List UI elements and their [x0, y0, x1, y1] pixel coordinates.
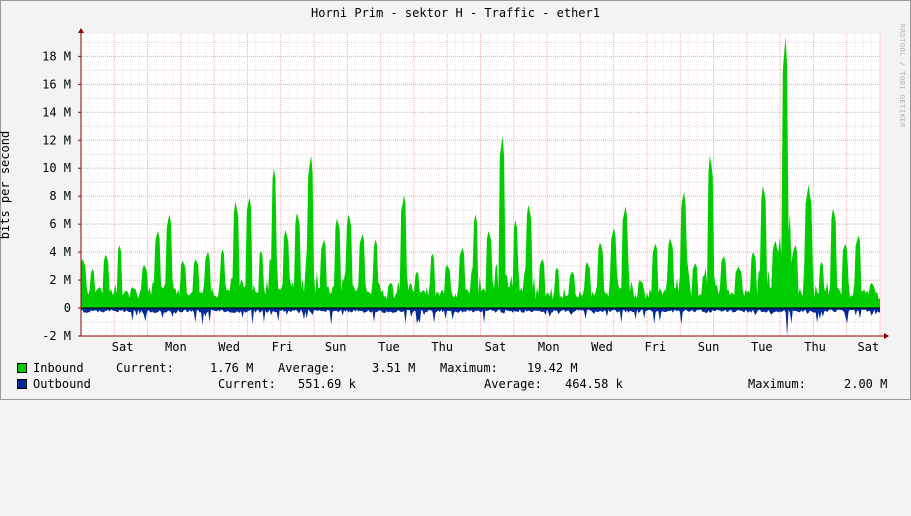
x-tick-label: Fri: [272, 340, 294, 354]
y-tick-label: 14 M: [42, 105, 71, 119]
y-tick-label: 8 M: [49, 189, 71, 203]
outbound-current-value: 551.69 k: [298, 377, 356, 391]
x-tick-label: Mon: [538, 340, 560, 354]
y-tick-label: 2 M: [49, 273, 71, 287]
inbound-swatch: [17, 363, 27, 373]
y-tick-label: 4 M: [49, 245, 71, 259]
x-tick-label: Sat: [858, 340, 880, 354]
inbound-average-label: Average:: [278, 361, 336, 375]
inbound-maximum-value: 19.42 M: [527, 361, 578, 375]
outbound-maximum-value: 2.00 M: [844, 377, 888, 391]
inbound-average-value: 3.51 M: [372, 361, 416, 375]
inbound-name: Inbound: [33, 361, 84, 375]
x-tick-label: Fri: [644, 340, 666, 354]
outbound-average-label: Average:: [484, 377, 542, 391]
x-tick-label: Wed: [218, 340, 240, 354]
y-tick-label: 18 M: [42, 49, 71, 63]
legend-row-inbound: Inbound Current: 1.76 M Average: 3.51 M …: [0, 360, 911, 376]
legend-row-outbound: Outbound Current: 551.69 k Average: 464.…: [0, 376, 911, 392]
inbound-maximum-label: Maximum:: [440, 361, 498, 375]
x-tick-label: Thu: [804, 340, 826, 354]
x-tick-label: Thu: [431, 340, 453, 354]
y-tick-label: 10 M: [42, 161, 71, 175]
chart-title: Horni Prim - sektor H - Traffic - ether1: [311, 6, 600, 20]
x-tick-label: Sat: [112, 340, 134, 354]
legend: Inbound Current: 1.76 M Average: 3.51 M …: [0, 360, 911, 400]
y-tick-label: 16 M: [42, 77, 71, 91]
inbound-current-label: Current:: [116, 361, 174, 375]
y-tick-label: 12 M: [42, 133, 71, 147]
y-tick-label: 6 M: [49, 217, 71, 231]
outbound-series: [81, 308, 880, 336]
traffic-chart: -2 M 0 2 M 4 M 6 M 8 M 10 M 12 M 14 M 16 M 18 M Sat…: [42, 28, 889, 354]
x-tick-label: Tue: [751, 340, 773, 354]
outbound-average-value: 464.58 k: [565, 377, 623, 391]
x-tick-label: Sun: [698, 340, 720, 354]
outbound-name: Outbound: [33, 377, 91, 391]
outbound-swatch: [17, 379, 27, 389]
x-tick-label: Tue: [378, 340, 400, 354]
y-tick-label: 0: [64, 301, 71, 315]
y-axis-arrow: [78, 28, 84, 33]
x-axis-arrow: [884, 333, 889, 339]
inbound-current-value: 1.76 M: [210, 361, 254, 375]
x-tick-label: Sun: [325, 340, 347, 354]
y-tick-label: -2 M: [42, 329, 71, 343]
rrdtool-watermark: RRDTOOL / TOBI OETIKER: [898, 24, 906, 128]
x-tick-label: Sat: [485, 340, 507, 354]
outbound-current-label: Current:: [218, 377, 276, 391]
x-tick-label: Mon: [165, 340, 187, 354]
x-tick-label: Wed: [591, 340, 613, 354]
outbound-maximum-label: Maximum:: [748, 377, 806, 391]
